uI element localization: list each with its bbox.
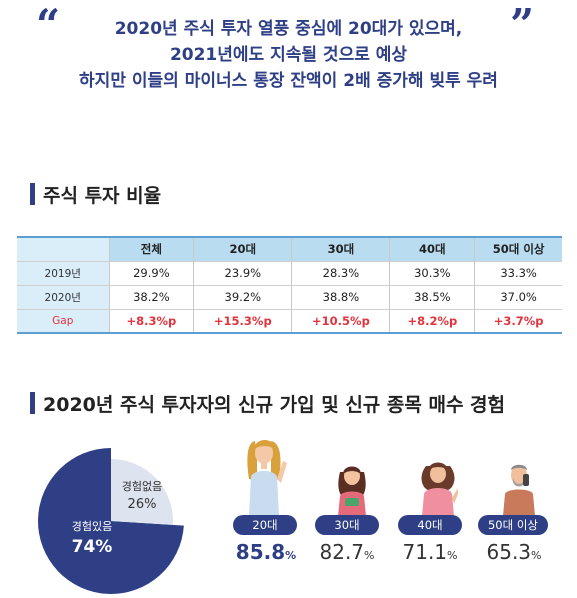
section-title-investment-ratio: 주식 투자 비율 <box>30 180 161 208</box>
quote-close-icon: ” <box>510 0 535 49</box>
pie-label-yes: 경험있음 <box>72 520 112 533</box>
headline-line-3: 하지만 이들의 마이너스 통장 잔액이 2배 증가해 빚투 우려 <box>79 71 498 91</box>
age-percent-30s: 82.7% <box>305 540 389 564</box>
table-cell: 38.8% <box>291 285 391 309</box>
table-cell: 30.3% <box>389 261 476 285</box>
table-header-cell: 40대 <box>389 237 476 261</box>
woman-20s-icon <box>243 437 287 515</box>
table-header-cell: 30대 <box>291 237 391 261</box>
age-percent-unit: % <box>447 549 458 562</box>
table-cell: 39.2% <box>193 285 293 309</box>
table-cell: 23.9% <box>193 261 293 285</box>
age-badge-40s: 40대 <box>398 515 462 535</box>
age-percent-value: 65.3 <box>486 540 532 564</box>
section-title-new-signup: 2020년 주식 투자자의 신규 가입 및 신규 종목 매수 경험 <box>30 389 505 417</box>
table-cell: 37.0% <box>500 290 537 304</box>
age-percent-unit: % <box>531 549 542 562</box>
age-badge-50s-plus: 50대 이상 <box>478 515 548 535</box>
row-label: 2019년 <box>17 261 110 285</box>
table-cell: +8.3%p <box>109 309 195 333</box>
pie-slice-not-experienced <box>111 459 174 525</box>
age-percent-value: 85.8 <box>235 540 286 564</box>
table-cell: 33.3% <box>500 266 537 280</box>
table-cell: +15.3%p <box>193 309 293 333</box>
section-bar <box>30 392 35 414</box>
section-title-text: 2020년 주식 투자자의 신규 가입 및 신규 종목 매수 경험 <box>43 393 506 416</box>
table-row-gap: Gap +8.3%p +15.3%p +10.5%p +8.2%p +3.7%p <box>17 309 562 333</box>
table-header-row: 전체 20대 30대 40대 50대 이상 <box>17 237 562 261</box>
age-percent-50s-plus: 65.3% <box>472 540 556 564</box>
table-row: 2019년 29.9% 23.9% 28.3% 30.3% 33.3% <box>17 261 562 285</box>
headline-line-2: 2021년에도 지속될 것으로 예상 <box>169 45 408 65</box>
age-percent-20s: 85.8% <box>224 540 308 564</box>
table-header-cell <box>17 237 110 261</box>
section-bar <box>30 183 35 205</box>
table-cell: +8.2%p <box>389 309 476 333</box>
investment-ratio-table: 전체 20대 30대 40대 50대 이상 2019년 29.9% 23.9% … <box>17 236 562 334</box>
age-percent-unit: % <box>364 549 375 562</box>
section-title-text: 주식 투자 비율 <box>43 184 162 207</box>
table-cell: 28.3% <box>291 261 391 285</box>
pie-value-no: 26% <box>128 497 157 512</box>
age-badge-20s: 20대 <box>233 515 297 535</box>
headline-line-1: 2020년 주식 투자 열풍 중심에 20대가 있으며, <box>114 19 463 39</box>
woman-40s-icon <box>418 458 458 516</box>
age-percent-40s: 71.1% <box>388 540 472 564</box>
headline: 2020년 주식 투자 열풍 중심에 20대가 있으며, 2021년에도 지속될… <box>0 16 577 94</box>
age-badge-30s: 30대 <box>315 515 379 535</box>
table-row: 2020년 38.2% 39.2% 38.8% 38.5% 37.0% <box>17 285 562 309</box>
age-percent-unit: % <box>285 549 297 562</box>
quote-open-icon: “ <box>36 0 61 49</box>
table-cell: 29.9% <box>109 261 195 285</box>
pie-label-no: 경험없음 <box>122 480 162 493</box>
table-header-cell: 50대 이상 <box>474 237 562 261</box>
age-percent-value: 82.7 <box>319 540 365 564</box>
age-percent-value: 71.1 <box>402 540 448 564</box>
table-cell: +3.7%p <box>493 313 544 328</box>
man-50s-icon <box>499 460 539 516</box>
row-label: 2020년 <box>17 285 110 309</box>
pie-value-yes: 74% <box>72 537 113 557</box>
experience-pie-chart: 경험없음 26% 경험있음 74% <box>36 446 186 596</box>
pie-slice-experienced <box>38 448 184 594</box>
woman-30s-icon <box>334 462 370 516</box>
table-cell: +10.5%p <box>291 309 391 333</box>
table-header-cell: 20대 <box>193 237 293 261</box>
table-cell: 38.5% <box>389 285 476 309</box>
table-header-cell: 전체 <box>109 237 195 261</box>
table-cell: 38.2% <box>109 285 195 309</box>
row-label: Gap <box>17 309 110 333</box>
